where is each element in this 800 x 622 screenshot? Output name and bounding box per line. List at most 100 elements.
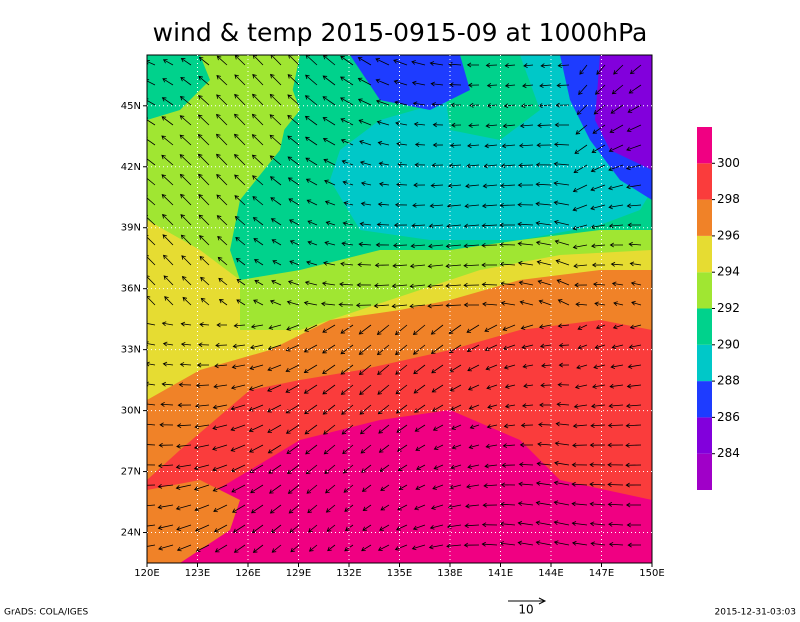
wind-arrow [393, 59, 408, 66]
wind-arrow [198, 342, 210, 348]
wind-arrow [267, 384, 282, 392]
wind-arrow [162, 341, 174, 347]
wind-arrow [579, 64, 588, 75]
wind-arrow [234, 93, 246, 106]
wind-arrow [230, 404, 246, 411]
wind-arrow [194, 424, 210, 430]
wind-arrow [289, 260, 300, 266]
wind-arrow [573, 404, 588, 409]
wind-arrow [323, 260, 336, 266]
colorbar-label: 290 [717, 337, 740, 351]
wind-arrow [481, 203, 498, 209]
wind-arrow [554, 460, 570, 466]
wind-arrow [288, 504, 300, 514]
wind-arrow [613, 301, 624, 306]
wind-arrow [251, 134, 264, 146]
wind-arrow [359, 139, 372, 146]
wind-arrow [322, 117, 336, 126]
wind-arrow [535, 481, 552, 486]
wind-arrow [432, 424, 444, 431]
wind-arrow [234, 113, 246, 126]
wind-arrow [252, 55, 264, 66]
wind-arrow [214, 544, 228, 553]
wind-arrow [484, 324, 498, 332]
wind-arrow [147, 401, 156, 407]
wind-arrow [504, 83, 516, 88]
wind-arrow [289, 524, 300, 533]
wind-arrow [323, 444, 336, 455]
wind-arrow [517, 221, 534, 227]
wind-arrow [324, 200, 336, 206]
y-tick-label: 33N [121, 345, 141, 356]
wind-arrow [576, 104, 588, 115]
wind-arrow [611, 281, 624, 287]
wind-arrow [538, 422, 552, 428]
wind-arrow [553, 181, 570, 186]
wind-arrow [625, 462, 642, 468]
wind-arrow [555, 259, 570, 266]
wind-arrow [625, 423, 642, 429]
wind-arrow [429, 61, 444, 66]
wind-arrow [445, 243, 462, 249]
wind-arrow [572, 224, 588, 231]
wind-arrow [195, 383, 210, 388]
wind-arrow [180, 77, 192, 86]
wind-arrow [631, 300, 642, 306]
x-tick-label: 141E [488, 568, 513, 579]
colorbar-label: 288 [717, 374, 740, 388]
wind-arrow [147, 117, 156, 126]
wind-arrow [338, 302, 354, 308]
wind-arrow [213, 524, 228, 533]
wind-arrow [628, 344, 642, 350]
wind-arrow [200, 297, 210, 306]
wind-arrow [392, 263, 408, 269]
wind-arrow [626, 383, 642, 389]
wind-arrow [200, 276, 210, 286]
wind-arrow [556, 401, 570, 407]
wind-arrow [466, 62, 480, 68]
wind-arrow [376, 120, 390, 126]
wind-arrow [322, 75, 336, 86]
wind-arrow [537, 441, 552, 447]
colorbar-box [697, 163, 712, 200]
wind-arrow [342, 444, 354, 455]
wind-arrow [395, 384, 408, 395]
wind-arrow [595, 324, 606, 330]
wind-arrow [253, 299, 264, 306]
colorbar-box [697, 272, 712, 309]
wind-arrow [463, 263, 480, 268]
wind-arrow [412, 101, 426, 107]
wind-arrow [287, 464, 300, 475]
wind-arrow [394, 544, 408, 551]
wind-arrow [500, 183, 516, 189]
wind-arrow [289, 240, 300, 246]
wind-arrow [304, 404, 318, 415]
wind-arrow [198, 214, 210, 226]
wind-arrow [360, 444, 372, 454]
wind-arrow [430, 504, 444, 510]
wind-arrow [305, 178, 318, 186]
wind-arrow [147, 464, 156, 466]
wind-arrow [502, 123, 516, 129]
wind-arrow [433, 464, 444, 470]
wind-arrow [249, 464, 264, 473]
colorbar-label: 296 [717, 228, 740, 242]
wind-arrow [340, 364, 354, 375]
wind-arrow [164, 296, 174, 306]
wind-arrow [252, 544, 264, 553]
wind-arrow [358, 344, 372, 355]
wind-arrow [233, 323, 246, 329]
wind-arrow [538, 103, 552, 108]
wind-arrow [464, 523, 480, 529]
wind-arrow [626, 203, 642, 209]
wind-arrow [374, 262, 390, 268]
wind-arrow [536, 260, 552, 266]
wind-arrow [415, 444, 426, 451]
wind-arrow [612, 324, 624, 330]
wind-arrow [557, 323, 570, 329]
wind-arrow [290, 544, 300, 553]
wind-arrow [147, 175, 156, 186]
wind-arrow [361, 544, 372, 552]
wind-arrow [378, 424, 390, 434]
